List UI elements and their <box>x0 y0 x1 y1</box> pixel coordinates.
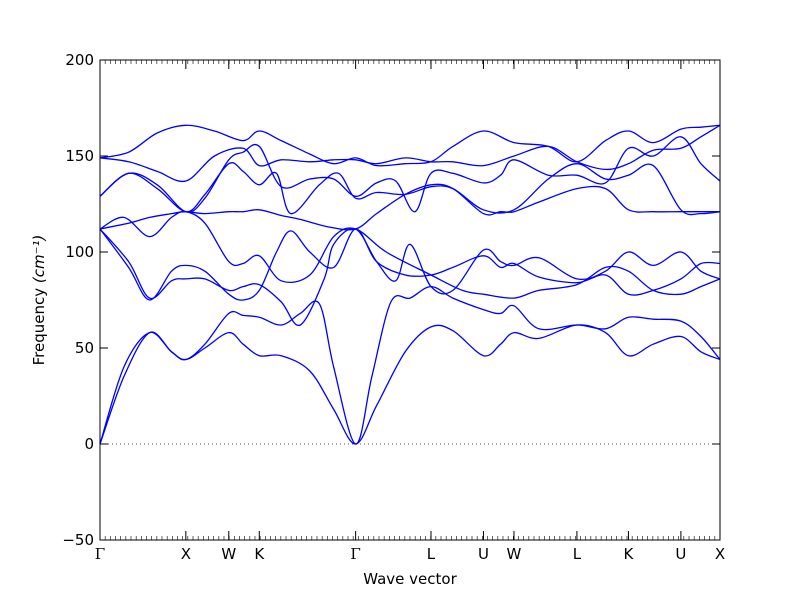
x-tick-label: L <box>427 545 436 563</box>
x-tick-label: X <box>715 545 725 563</box>
y-tick-label: 100 <box>65 243 94 261</box>
x-tick-label: W <box>221 545 236 563</box>
x-axis-label: Wave vector <box>363 570 457 588</box>
y-tick-label: −50 <box>62 531 94 549</box>
x-tick-label: W <box>507 545 522 563</box>
y-axis-label: Frequency (cm⁻¹) <box>30 235 48 366</box>
plot-frame <box>99 59 721 541</box>
x-tick-label: U <box>675 545 686 563</box>
y-axis-ticks: −50 0 50 100 150 200 <box>62 51 720 549</box>
band-line <box>99 124 721 167</box>
band-line <box>99 124 721 183</box>
x-tick-label: U <box>478 545 489 563</box>
band-line <box>99 324 721 445</box>
y-tick-label: 0 <box>84 435 94 453</box>
band-line <box>99 162 721 216</box>
phonon-bands <box>99 124 721 445</box>
x-tick-label: Γ <box>95 545 105 563</box>
y-tick-label: 200 <box>65 51 94 69</box>
band-line <box>99 183 720 231</box>
band-line <box>99 285 721 445</box>
x-tick-label: K <box>254 545 265 563</box>
minor-x-ticks <box>99 60 721 540</box>
y-tick-label: 50 <box>75 339 94 357</box>
y-axis-unit: (cm⁻¹) <box>30 235 48 284</box>
x-tick-label: L <box>573 545 582 563</box>
x-tick-label: K <box>624 545 635 563</box>
x-tick-label: Γ <box>350 545 360 563</box>
x-tick-label: X <box>181 545 191 563</box>
band-line <box>99 227 721 327</box>
y-tick-label: 150 <box>65 147 94 165</box>
y-axis-label-text: Frequency <box>30 288 48 366</box>
band-line <box>99 136 721 213</box>
